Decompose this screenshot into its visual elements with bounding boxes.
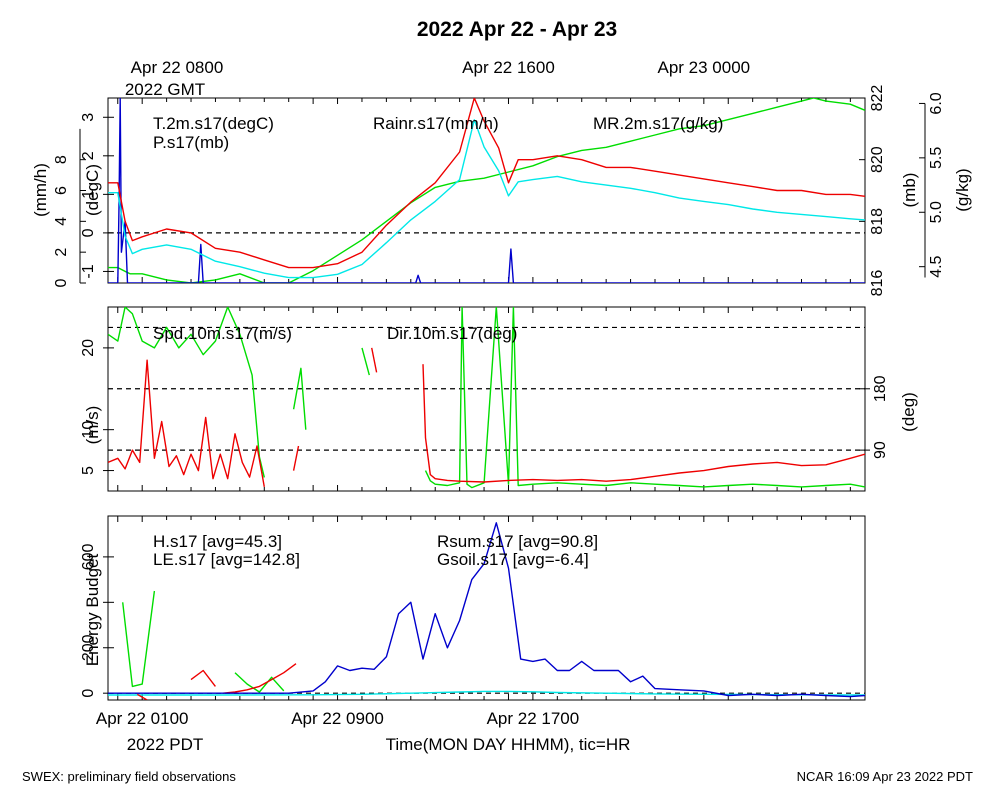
gkg-axis-label: (g/kg) [953,168,972,211]
deg-tick-label: 90 [872,441,889,459]
series-line [108,307,265,478]
ms-tick-label: 5 [80,466,97,475]
ms-tick-label: 20 [80,339,97,357]
legend-label: Gsoil.s17 [avg=-6.4] [437,550,589,569]
legend-label: Rainr.s17(mm/h) [373,114,499,133]
series-line [108,119,865,279]
degc-tick-label: 0 [80,228,97,237]
mmh-tick-label: 6 [53,186,70,195]
bottom-year-label: 2022 PDT [127,735,204,754]
series-line [108,98,865,269]
mmh-tick-label: 2 [53,248,70,257]
energy-tick-label: 200 [80,634,97,661]
mb-axis-label: (mb) [900,173,919,208]
top-tick-label: Apr 22 0800 [131,58,224,77]
mb-tick-label: 822 [869,85,886,112]
panel-1-series [108,98,865,283]
panel-temperature-rain: -1 0 1 2 3 (degC) 0 2 4 6 8(mm/h) 816 818 820 822 (mb) 4… [31,85,972,297]
series-line [136,693,148,700]
legend-label: P.s17(mb) [153,133,229,152]
mmh-tick-label: 4 [53,217,70,226]
degc-tick-label: -1 [80,264,97,278]
top-year-label: 2022 GMT [125,80,205,99]
mb-tick-label: 818 [869,208,886,235]
mmh-axis-label: (mm/h) [31,163,50,217]
footer-left: SWEX: preliminary field observations [22,769,236,784]
legend-label: MR.2m.s17(g/kg) [593,114,723,133]
mb-tick-label: 820 [869,146,886,173]
series-line [424,307,865,489]
series-line [361,347,370,376]
series-line [292,445,300,471]
legend-label: H.s17 [avg=45.3] [153,532,282,551]
series-line [371,347,378,373]
legend-label: Rsum.s17 [avg=90.8] [437,532,598,551]
legend-label: Dir.10m.s17(deg) [387,324,517,343]
series-line [190,669,216,687]
series-line [422,364,865,483]
mmh-tick-label: 0 [53,278,70,287]
degc-tick-label: 2 [80,151,97,160]
energy-tick-label: 0 [80,689,97,698]
series-line [222,663,297,694]
top-tick-label: Apr 22 1600 [462,58,555,77]
bottom-tick-label: Apr 22 0100 [96,709,189,728]
deg-axis-label: (deg) [899,392,918,432]
series-line [122,590,156,688]
plot-frame [107,306,866,492]
energy-tick-label: 600 [80,543,97,570]
bottom-tick-label: Apr 22 0900 [291,709,384,728]
gkg-tick-label: 5.5 [928,147,945,169]
series-line [108,522,865,698]
chart-title: 2022 Apr 22 - Apr 23 [417,18,617,41]
degc-tick-label: 1 [80,190,97,199]
legend-label: LE.s17 [avg=142.8] [153,550,300,569]
legend-label: T.2m.s17(degC) [153,114,274,133]
bottom-tick-label: Apr 22 1700 [487,709,580,728]
legend-label: Spd.10m.s17(m/s) [153,324,292,343]
mb-tick-label: 816 [869,270,886,297]
deg-tick-label: 180 [872,375,889,402]
ms-tick-label: 10 [80,421,97,439]
series-line [234,672,285,693]
top-tick-label: Apr 23 0000 [658,58,751,77]
energy-axis-label: Energy Budget [83,553,102,666]
series-line [108,98,865,283]
panel-3-series [108,522,865,700]
gkg-tick-label: 4.5 [928,255,945,277]
degc-tick-label: 3 [80,113,97,122]
ms-axis-label: (m/s) [83,406,102,445]
bottom-axis-label: Time(MON DAY HHMM), tic=HR [386,735,631,754]
series-line [292,367,307,430]
footer-right: NCAR 16:09 Apr 23 2022 PDT [797,769,973,784]
degc-axis-label: (degC) [83,164,102,216]
panel-2-series [108,307,865,489]
series-line [108,359,265,488]
gkg-tick-label: 6.0 [928,92,945,114]
panel-wind: 5 10 20 (m/s) 90 180 (deg) Spd.10m.s17(m/s) Dir.… [80,306,918,492]
gkg-tick-label: 5.0 [928,201,945,223]
plot-frame [107,515,866,701]
mmh-tick-label: 8 [53,155,70,164]
